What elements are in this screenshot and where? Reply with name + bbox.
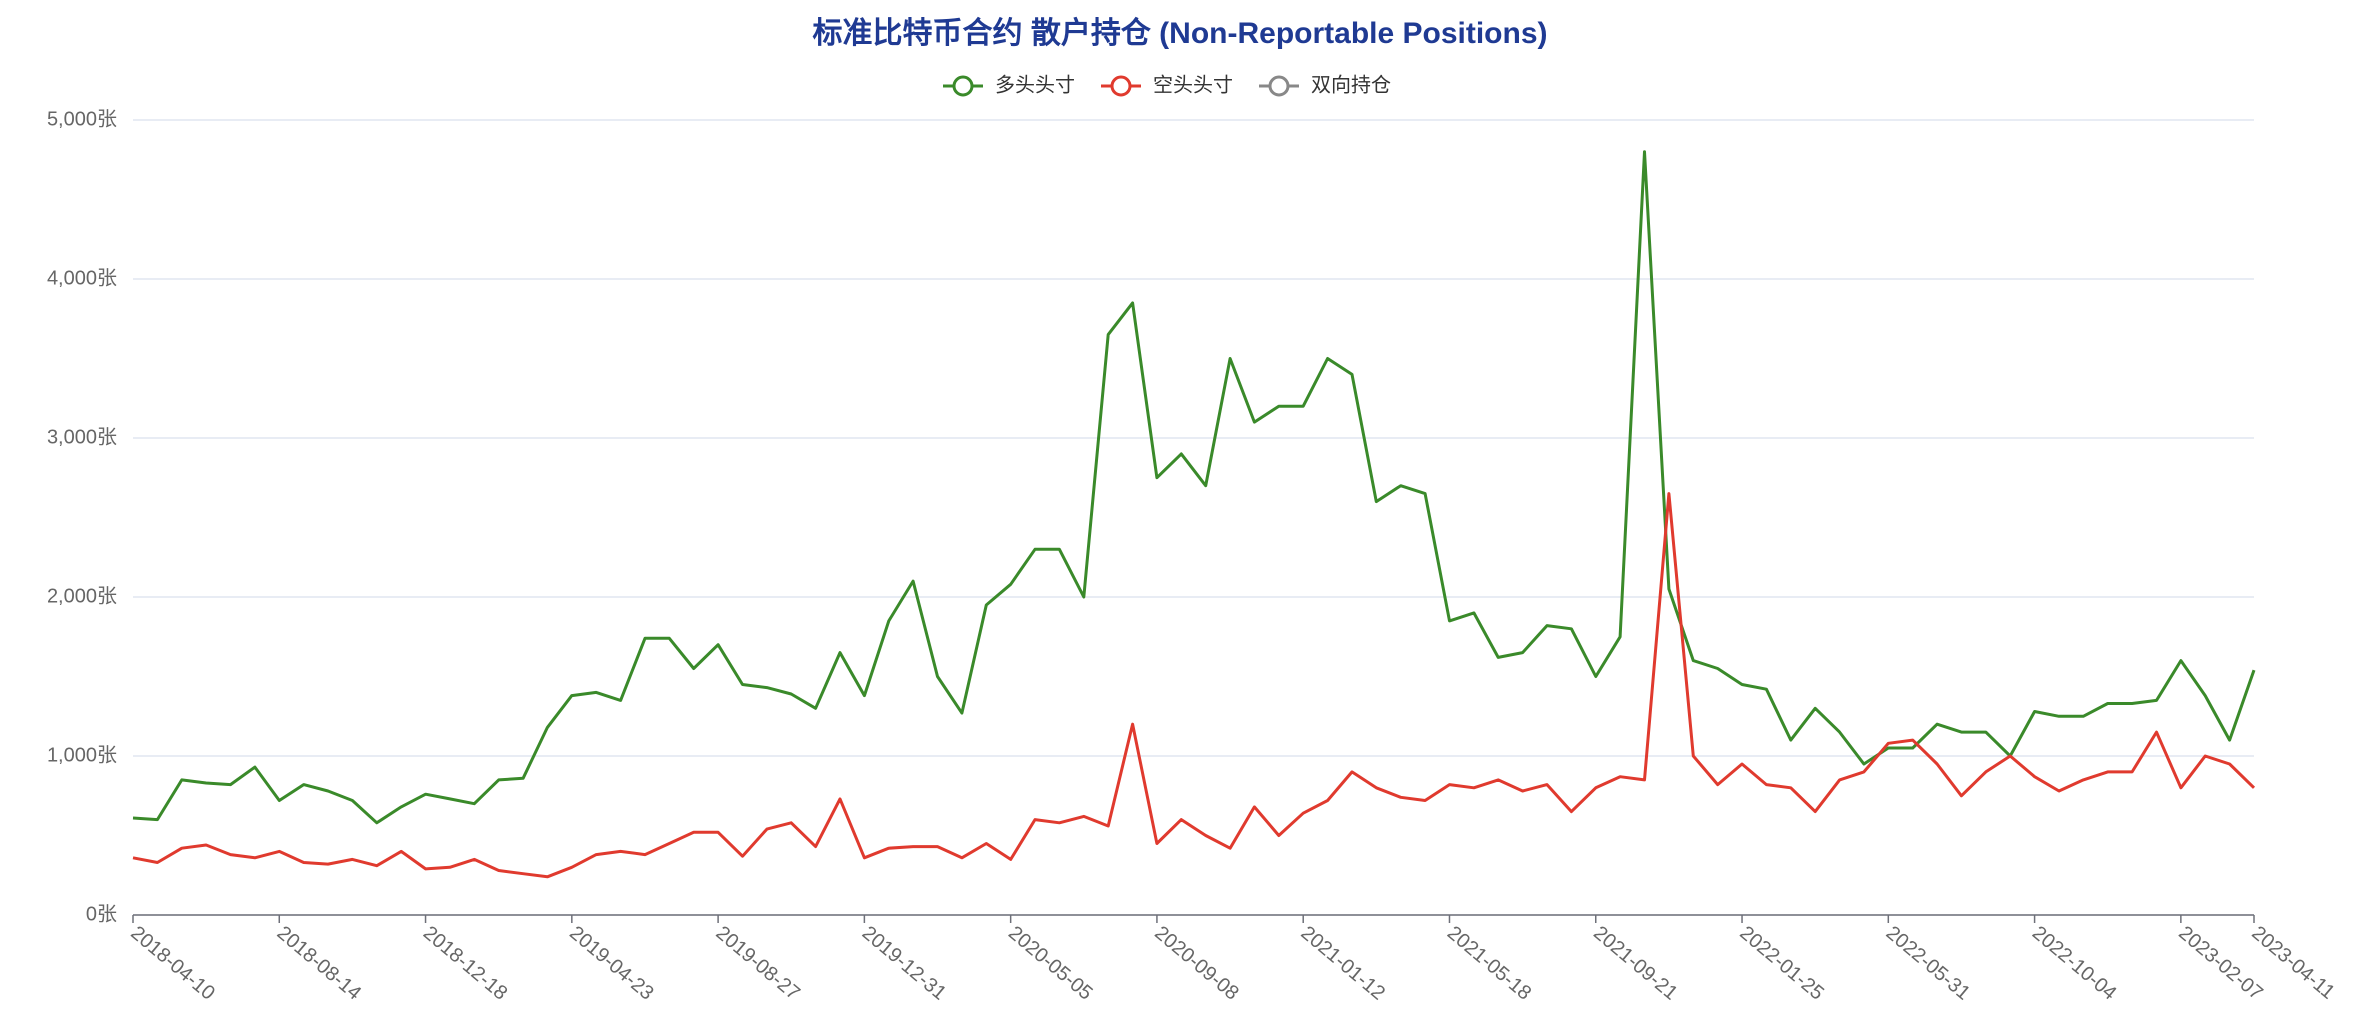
x-tick-label: 2021-01-12 <box>1297 922 1390 1005</box>
y-tick-label: 2,000张 <box>47 584 117 607</box>
x-tick-label: 2022-01-25 <box>1735 922 1828 1005</box>
legend-label[interactable]: 空头头寸 <box>1153 73 1233 96</box>
x-tick-label: 2021-09-21 <box>1589 922 1682 1005</box>
x-tick-label: 2019-12-31 <box>858 922 951 1005</box>
legend-label[interactable]: 双向持仓 <box>1311 73 1391 96</box>
y-tick-label: 5,000张 <box>47 107 117 130</box>
y-tick-label: 4,000张 <box>47 266 117 289</box>
legend-marker <box>1268 75 1290 97</box>
x-tick-label: 2019-04-23 <box>565 922 658 1005</box>
x-tick-label: 2020-09-08 <box>1150 922 1243 1005</box>
legend-label[interactable]: 多头头寸 <box>995 73 1075 96</box>
y-tick-label: 3,000张 <box>47 425 117 448</box>
x-tick-label: 2022-10-04 <box>2028 922 2121 1005</box>
chart-title: 标准比特币合约 散户持仓 (Non-Reportable Positions) <box>813 16 1548 50</box>
series-line <box>132 492 2256 879</box>
x-tick-label: 2018-08-14 <box>273 922 366 1005</box>
x-tick-label: 2018-12-18 <box>419 922 512 1005</box>
series-line <box>132 150 2256 825</box>
x-tick-label: 2021-05-18 <box>1443 922 1536 1005</box>
x-tick-label: 2022-05-31 <box>1882 922 1975 1005</box>
legend-marker <box>952 75 974 97</box>
legend-marker <box>1110 75 1132 97</box>
x-tick-label: 2019-08-27 <box>711 922 804 1005</box>
y-tick-label: 1,000张 <box>47 743 117 766</box>
x-tick-label: 2018-04-10 <box>126 922 219 1005</box>
y-tick-label: 0张 <box>86 902 117 925</box>
x-tick-label: 2020-05-05 <box>1004 922 1097 1005</box>
